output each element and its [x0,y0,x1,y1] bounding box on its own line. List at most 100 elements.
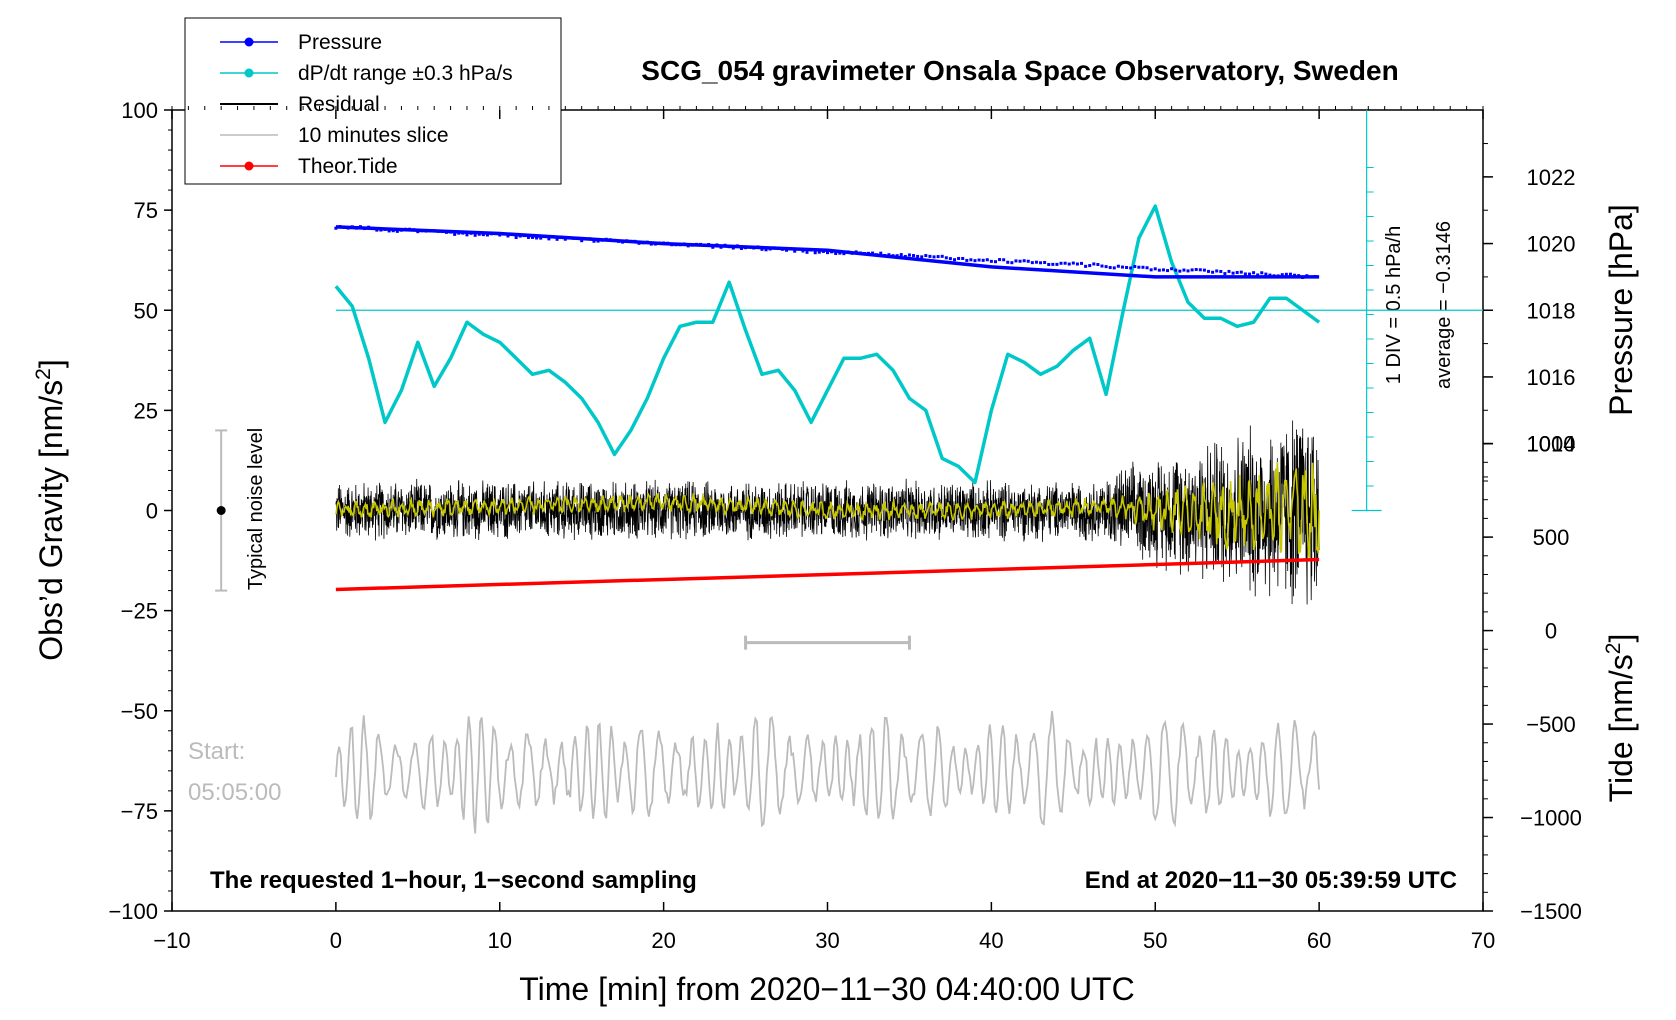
pressure-point [1104,265,1108,269]
pressure-point [1309,275,1313,279]
pressure-point [858,251,862,255]
pressure-point [801,249,805,253]
y-axis-label-left: Obs’d Gravity [nm/s2] [32,359,69,661]
pressure-point [612,238,616,242]
pressure-point [629,239,633,243]
pressure-point [1293,273,1297,277]
pressure-point [342,225,346,229]
legend-item: Residual [220,93,380,116]
pressure-point [1297,274,1301,278]
pressure-point [465,233,469,237]
pressure-point [559,235,563,239]
pressure-point [883,253,887,257]
pressure-point [1067,262,1071,266]
pressure-point [780,247,784,251]
y-tick-label: −25 [121,599,158,624]
pressure-tick-label: 1016 [1527,365,1576,390]
pressure-point [1182,268,1186,272]
pressure-point [420,229,424,233]
pressure-point [547,237,551,241]
pressure-point [907,253,911,257]
pressure-point [838,251,842,255]
pressure-point [928,254,932,258]
pressure-point [735,244,739,248]
pressure-point [789,247,793,251]
pressure-point [1100,264,1104,268]
pressure-point [1190,268,1194,272]
pressure-point [1301,276,1305,280]
pressure-point [899,253,903,257]
chart-marks: −10 0 10 20 30 40 50 60 701007550250−25−50−75−10… [108,98,1581,953]
pressure-point [637,241,641,245]
y-tick-label: 100 [121,98,158,123]
pressure-point [748,245,752,249]
pressure-point [871,251,875,255]
pressure-point [379,228,383,232]
pressure-point [1276,274,1280,278]
pressure-point [936,255,940,259]
pressure-point [1039,261,1043,265]
pressure-point [879,251,883,255]
pressure-point [416,230,420,234]
pressure-point [965,258,969,262]
div-scale-label: 1 DIV = 0.5 hPa/h [1383,226,1405,384]
tide-tick-label: 1000 [1527,432,1576,457]
pressure-point [1305,274,1309,278]
pressure-point [805,250,809,254]
pressure-point [469,231,473,235]
pressure-point [817,250,821,254]
legend-label: 10 minutes slice [298,124,449,147]
pressure-point [526,235,530,239]
pressure-point [346,226,350,230]
pressure-point [473,233,477,237]
pressure-point [953,258,957,262]
pressure-point [985,258,989,262]
pressure-point [707,243,711,247]
pressure-point [1129,266,1133,270]
pressure-point [793,249,797,253]
pressure-point [1280,273,1284,277]
pressure-point [658,241,662,245]
pressure-point [739,246,743,250]
pressure-point [694,242,698,246]
pressure-point [1215,269,1219,273]
pressure-point [887,253,891,257]
pressure-point [1264,272,1268,276]
pressure-point [625,239,629,243]
pressure-point [596,239,600,243]
pressure-point [703,243,707,247]
legend-label: Pressure [298,31,382,54]
pressure-point [1092,262,1096,266]
pressure-point [1043,260,1047,264]
pressure-point [498,233,502,237]
end-time-note: End at 2020−11−30 05:39:59 UTC [1085,867,1457,894]
pressure-point [494,232,498,236]
pressure-point [940,254,944,258]
pressure-point [485,233,489,237]
pressure-point [649,242,653,246]
pressure-point [461,231,465,235]
pressure-point [690,243,694,247]
pressure-point [506,234,510,238]
pressure-point [891,254,895,258]
pressure-point [1071,261,1075,265]
pressure-point [444,230,448,234]
pressure-point [948,257,952,261]
pressure-point [764,248,768,252]
tide-line [335,557,1320,592]
legend-label: Theor.Tide [298,155,398,178]
pressure-point [903,254,907,258]
pressure-point [383,227,387,231]
pressure-point [1211,270,1215,274]
pressure-point [1288,272,1292,276]
pressure-point [588,237,592,241]
pressure-point [584,237,588,241]
pressure-point [539,236,543,240]
legend-label: dP/dt range ±0.3 hPa/s [298,62,513,85]
pressure-point [1252,271,1256,275]
pressure-tick-label: 1020 [1527,232,1576,257]
pressure-point [1157,268,1161,272]
pressure-point [371,226,375,230]
pressure-point [399,228,403,232]
pressure-point [670,243,674,247]
